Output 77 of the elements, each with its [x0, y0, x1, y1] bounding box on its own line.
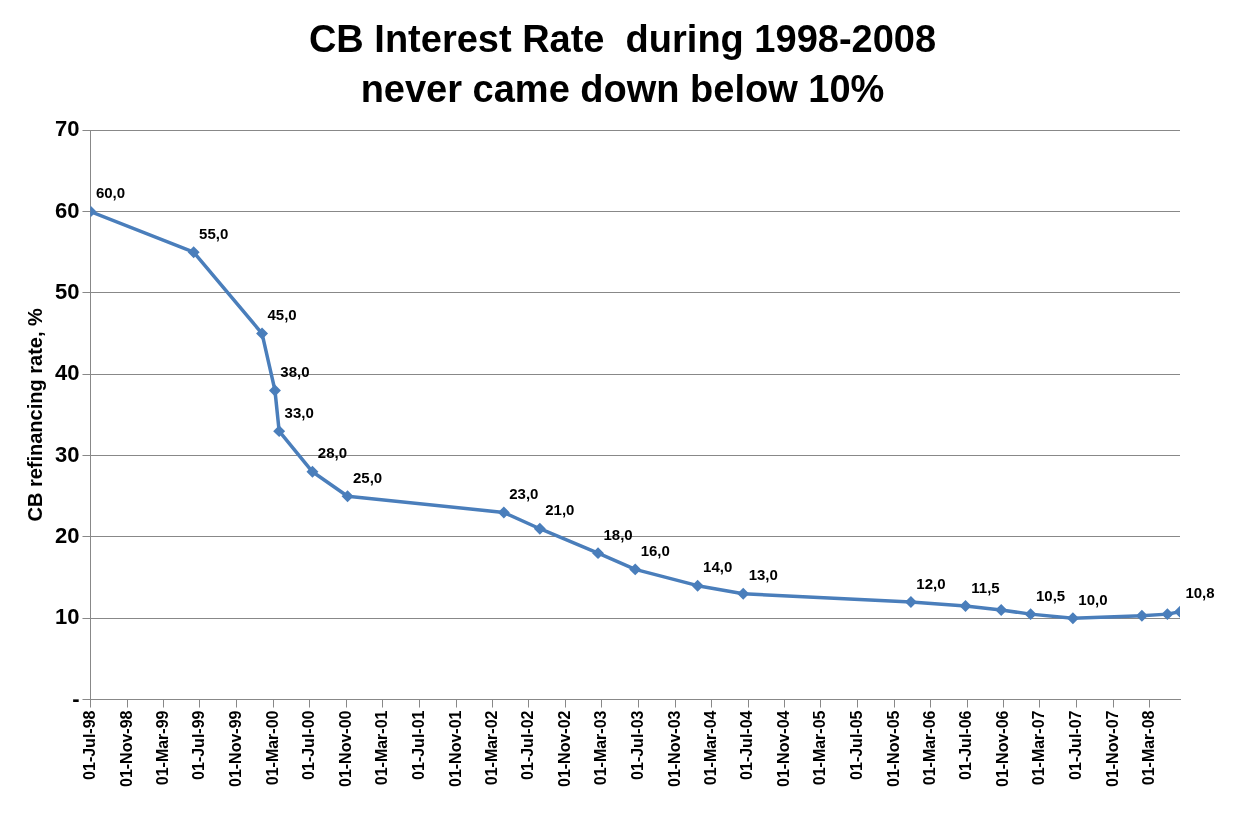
y-tick-label: 10 — [54, 604, 80, 630]
point — [188, 246, 199, 258]
data-label: 38,0 — [280, 363, 310, 381]
data-label: 33,0 — [284, 403, 314, 421]
data-label: 18,0 — [603, 525, 633, 543]
point — [629, 564, 641, 575]
data-label: 25,0 — [352, 468, 383, 486]
y-tick-label: 70 — [54, 116, 80, 142]
x-tick-label: 01-Nov-06 — [994, 710, 1012, 788]
point — [498, 507, 510, 518]
x-tick-label: 01-Mar-04 — [701, 710, 719, 786]
point — [1067, 612, 1079, 624]
point — [737, 588, 749, 600]
data-label: 12,0 — [916, 574, 946, 592]
data-label: 45,0 — [267, 306, 297, 324]
x-tick-label: 01-Nov-01 — [446, 710, 464, 788]
point — [1162, 608, 1173, 620]
data-label: 10,5 — [1036, 586, 1066, 604]
y-tick-label: 20 — [54, 522, 80, 548]
point — [1025, 608, 1036, 620]
point — [592, 547, 604, 559]
x-tick-label: 01-Jul-99 — [190, 710, 208, 780]
chart-title: CB Interest Rate during 1998-2008 never came down below 10% — [307, 17, 938, 112]
x-tick-label: 01-Nov-03 — [665, 710, 683, 788]
x-tick-label: 01-Mar-99 — [153, 710, 171, 786]
point — [273, 425, 285, 437]
x-tick-label: 01-Mar-06 — [920, 710, 938, 786]
data-label: 21,0 — [545, 501, 575, 519]
y-tick-label: 40 — [54, 360, 80, 386]
x-tick-label: 01-Mar-03 — [592, 710, 610, 786]
point — [960, 600, 971, 612]
data-label: 28,0 — [317, 444, 348, 462]
point — [256, 328, 268, 339]
x-tick-label: 01-Nov-02 — [556, 710, 574, 788]
x-tick-label: 01-Mar-02 — [482, 710, 500, 786]
data-label: 60,0 — [95, 184, 126, 202]
data-label: 14,0 — [703, 558, 733, 576]
point — [307, 466, 318, 478]
point — [905, 596, 917, 608]
data-label: 23,0 — [509, 485, 539, 503]
data-label: 11,5 — [971, 578, 1000, 596]
data-label: 10,0 — [1078, 590, 1108, 608]
y-tick-label: 50 — [54, 278, 80, 304]
x-tick-label: 01-Nov-99 — [227, 710, 245, 788]
data-label: 16,0 — [640, 542, 670, 560]
x-tick-label: 01-Jul-02 — [519, 710, 537, 780]
x-tick-label: 01-Jul-00 — [300, 710, 318, 780]
x-tick-label: 01-Mar-05 — [811, 710, 829, 786]
x-tick-label: 01-Mar-07 — [1030, 710, 1048, 786]
point — [995, 604, 1007, 616]
x-tick-label: 01-Nov-04 — [775, 710, 793, 788]
x-tick-label: 01-Nov-00 — [337, 710, 355, 788]
x-tick-label: 01-Jul-06 — [957, 710, 975, 780]
point — [692, 580, 703, 591]
point — [1136, 610, 1148, 621]
x-tick-label: 01-Nov-98 — [117, 710, 135, 788]
x-tick-label: 01-Nov-07 — [1103, 710, 1121, 788]
y-tick-label: - — [72, 685, 80, 711]
x-tick-label: 01-Nov-05 — [884, 710, 902, 788]
x-tick-label: 01-Jul-98 — [80, 710, 98, 780]
x-tick-label: 01-Mar-00 — [263, 710, 281, 786]
x-tick-label: 01-Mar-01 — [373, 710, 391, 786]
x-tick-label: 01-Jul-05 — [847, 710, 865, 780]
x-tick-label: 01-Mar-08 — [1140, 710, 1158, 786]
data-label: 13,0 — [748, 566, 778, 584]
point — [534, 523, 546, 534]
x-tick-label: 01-Jul-03 — [628, 710, 646, 780]
data-label: 55,0 — [199, 224, 229, 242]
point — [269, 385, 281, 396]
point — [342, 490, 353, 502]
x-tick-label: 01-Jul-07 — [1066, 710, 1084, 780]
y-tick-label: 60 — [54, 197, 80, 223]
y-axis-title: CB refinancing rate, % — [23, 307, 46, 522]
x-tick-label: 01-Jul-04 — [738, 710, 756, 780]
x-tick-label: 01-Jul-01 — [409, 710, 427, 780]
data-label: 10,8 — [1185, 584, 1215, 602]
y-tick-label: 30 — [54, 441, 80, 467]
